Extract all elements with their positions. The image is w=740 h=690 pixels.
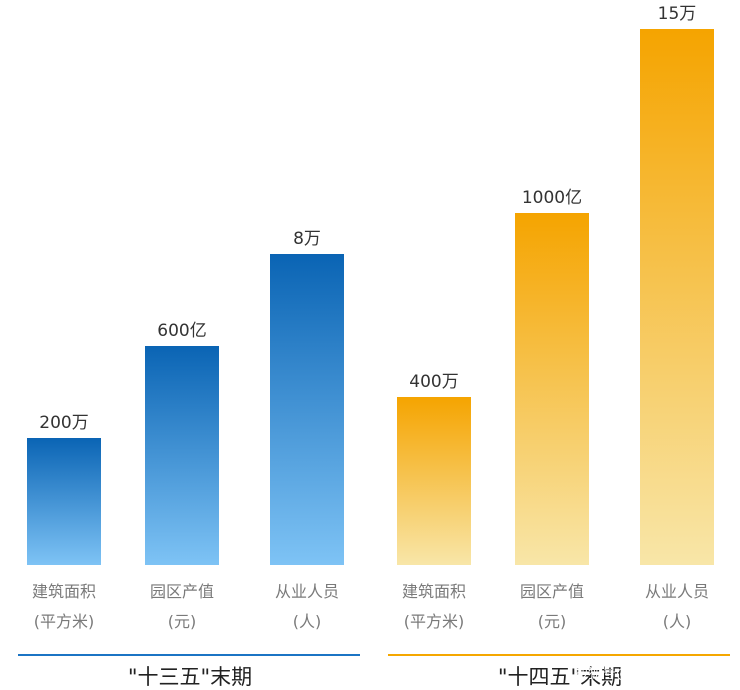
- category-label: 园区产值: [520, 582, 584, 601]
- watermark-text: 搜狐号@搜狐焦点天门站: [574, 666, 728, 682]
- group-titles-layer: "十三五"末期 "十四五"末期: [18, 654, 730, 689]
- category-label: 建筑面积: [402, 582, 466, 601]
- data-label: 1000亿: [522, 188, 582, 208]
- category-unit-label: (平方米): [34, 612, 95, 631]
- categories-layer: 建筑面积 (平方米) 园区产值 (元) 从业人员 (人) 建筑面积 (平方米) 园区产值 (元) 从…: [32, 582, 709, 631]
- bar-g0-1: [145, 346, 219, 565]
- category-unit-label: (元): [168, 612, 197, 631]
- category-unit-label: (平方米): [404, 612, 465, 631]
- bar-g1-2: [640, 29, 714, 565]
- category-label: 从业人员: [275, 582, 339, 601]
- bar-g0-0: [27, 438, 101, 565]
- data-label: 400万: [409, 372, 458, 392]
- bar-g1-1: [515, 213, 589, 565]
- data-label: 200万: [39, 413, 88, 433]
- category-unit-label: (人): [663, 612, 692, 631]
- group-title: "十四五"末期: [498, 665, 622, 689]
- category-label: 建筑面积: [32, 582, 96, 601]
- data-label: 600亿: [157, 321, 206, 341]
- category-unit-label: (人): [293, 612, 322, 631]
- category-label: 从业人员: [645, 582, 709, 601]
- data-label: 8万: [293, 229, 321, 249]
- bar-g1-0: [397, 397, 471, 565]
- bar-g0-2: [270, 254, 344, 565]
- group-title: "十三五"末期: [128, 665, 252, 689]
- labels-layer: 200万 600亿 8万 400万 1000亿 15万: [39, 4, 696, 433]
- category-label: 园区产值: [150, 582, 214, 601]
- bars-layer: [27, 29, 714, 565]
- data-label: 15万: [658, 4, 697, 24]
- category-unit-label: (元): [538, 612, 567, 631]
